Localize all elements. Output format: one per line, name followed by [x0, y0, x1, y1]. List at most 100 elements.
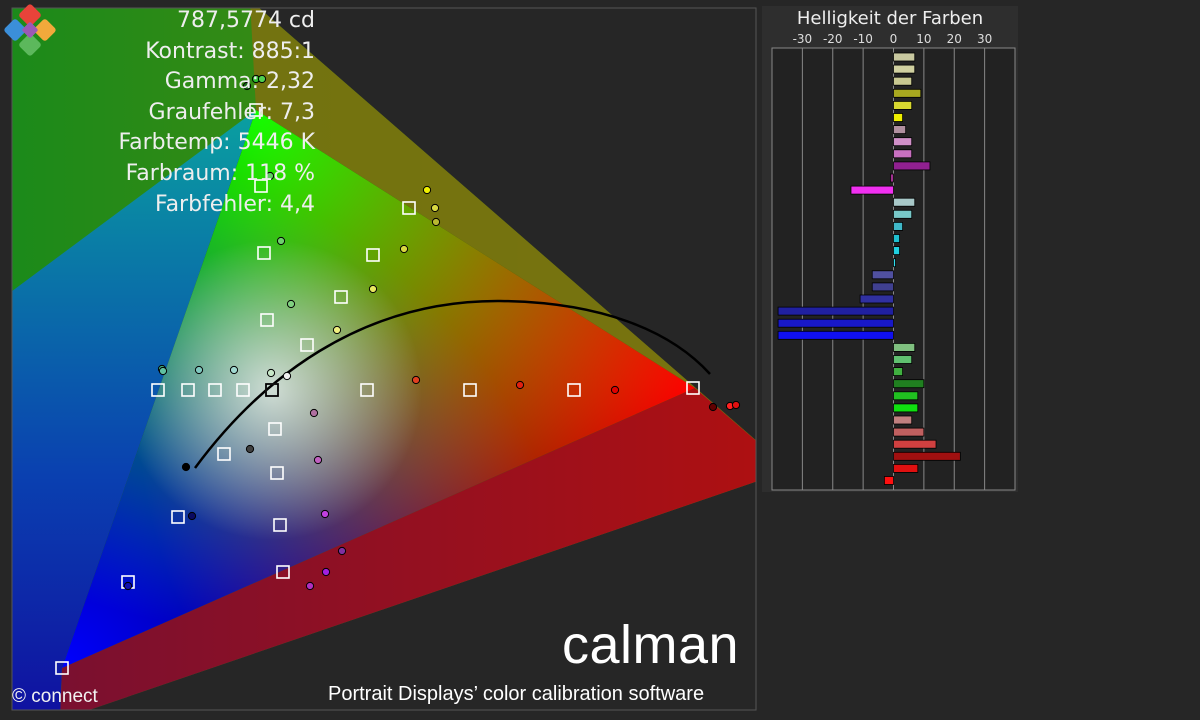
x-tick-label: 10: [916, 32, 931, 46]
x-tick-label: 0: [890, 32, 898, 46]
brightness-bar: [893, 463, 919, 473]
target-square: [254, 179, 268, 193]
outer-gamut-yellow: [250, 8, 756, 441]
white-target-square: [265, 383, 279, 397]
brightness-bar: [893, 451, 961, 461]
measured-point: [313, 455, 323, 465]
measured-point: [332, 325, 342, 335]
outer-gamut-red: [60, 388, 756, 710]
target-square: [208, 383, 222, 397]
measured-point: [368, 284, 378, 294]
target-square: [686, 381, 700, 395]
target-square: [273, 518, 287, 532]
brightness-bar: [893, 427, 925, 437]
brightness-bar: [890, 173, 894, 183]
planckian-locus: [193, 299, 711, 469]
measured-point: [321, 567, 331, 577]
brightness-bar: [893, 391, 919, 401]
contrast-value: Kontrast: 885:1: [145, 38, 315, 64]
brightness-bar: [893, 101, 913, 110]
target-square: [151, 383, 165, 397]
measured-point: [187, 511, 197, 521]
gamma-value: Gamma: 2,32: [164, 69, 315, 95]
measured-point: [731, 400, 741, 410]
measured-markers: [123, 74, 741, 591]
brightness-bar: [893, 415, 913, 425]
x-tick-labels: -30 -20 -10 0 10 20 30: [793, 32, 993, 46]
measured-point: [265, 171, 275, 181]
target-square: [270, 466, 284, 480]
measured-point: [276, 236, 286, 246]
brightness-bar: [859, 294, 894, 304]
brightness-bar: [893, 342, 916, 352]
gamut-plot-area: [12, 8, 756, 710]
brightness-bar: [893, 64, 916, 74]
outer-gamut-blue: [12, 110, 256, 710]
measured-point: [422, 185, 432, 195]
measured-point: [181, 462, 191, 472]
calman-logo-icon: [4, 4, 56, 56]
brightness-bar: [893, 137, 913, 147]
brightness-bar: [893, 197, 916, 207]
bar-chart-svg: -30 -20 -10 0 10 20 30: [771, 32, 1016, 491]
brightness-bar: [893, 52, 916, 62]
brightness-bar: [893, 355, 913, 364]
target-square: [402, 201, 416, 215]
brightness-bar: [871, 270, 894, 280]
target-square: [249, 103, 263, 117]
brightness-bar: [893, 88, 922, 98]
measured-point: [431, 217, 441, 227]
target-square: [463, 383, 477, 397]
bar-chart-title: Helligkeit der Farben: [796, 8, 984, 29]
target-square: [55, 661, 69, 675]
target-square: [171, 510, 185, 524]
measured-point: [266, 368, 276, 378]
gray-error-value: Graufehler: 7,3: [148, 99, 315, 125]
brightness-bar: [893, 221, 904, 231]
target-square: [300, 338, 314, 352]
target-square: [181, 383, 195, 397]
measured-point: [610, 385, 620, 395]
color-temp-value: Farbtemp: 5446 K: [118, 130, 316, 156]
measured-point: [282, 371, 292, 381]
brightness-bar: [893, 125, 907, 134]
measured-point: [245, 444, 255, 454]
target-square: [268, 422, 282, 436]
target-square: [217, 447, 231, 461]
measured-point: [430, 203, 440, 213]
measured-point: [123, 581, 133, 591]
color-error-value: Farbfehler: 4,4: [154, 191, 315, 217]
measured-point: [320, 509, 330, 519]
calman-wordmark: calman: [562, 615, 740, 675]
target-square: [276, 565, 290, 579]
brightness-bar: [893, 149, 913, 159]
calman-tagline: Portrait Displays’ color calibration sof…: [328, 683, 705, 705]
measurement-stats: 787,5774 cd Kontrast: 885:1 Gamma: 2,32 …: [119, 6, 316, 220]
inner-gamut: [62, 110, 695, 668]
brightness-bar: [893, 258, 896, 268]
brightness-bar: [777, 306, 894, 316]
measured-point: [411, 375, 421, 385]
measured-point: [194, 365, 204, 375]
brightness-bar: [893, 113, 904, 122]
x-tick-label: -30: [793, 32, 813, 46]
target-markers: [55, 103, 700, 675]
brightness-bar: [893, 234, 900, 243]
measured-point: [257, 74, 267, 84]
plot-border: [11, 7, 757, 711]
brightness-bar: [893, 161, 931, 171]
bar-marks: [777, 52, 961, 485]
measured-point: [158, 366, 168, 376]
brightness-bar: [893, 403, 919, 413]
target-square: [360, 383, 374, 397]
target-square: [236, 383, 250, 397]
brightness-bar: [893, 246, 900, 256]
brightness-bar: [893, 367, 904, 377]
measured-point: [515, 380, 525, 390]
target-square: [257, 246, 271, 260]
brightness-bar: [871, 282, 894, 292]
measured-point: [229, 365, 239, 375]
x-tick-label: -10: [853, 32, 873, 46]
x-tick-label: 30: [977, 32, 992, 46]
x-tick-label: 20: [947, 32, 962, 46]
